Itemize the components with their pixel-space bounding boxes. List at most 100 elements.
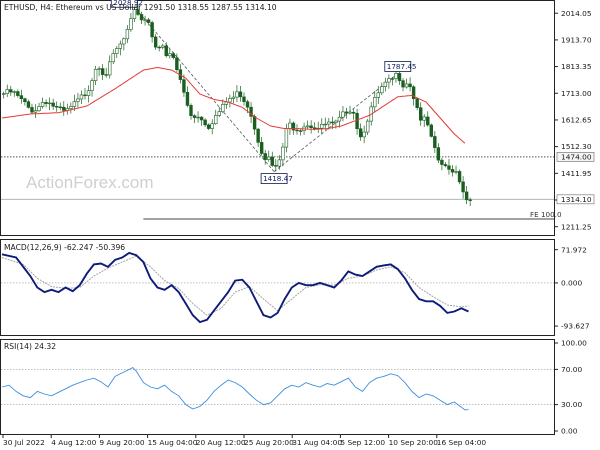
candle-body — [298, 130, 303, 132]
candle-body — [344, 111, 349, 114]
candle-body — [83, 94, 87, 97]
candle-body — [203, 119, 207, 126]
candle-body — [217, 111, 221, 116]
price-annotation-box — [110, 0, 138, 8]
candle-body — [23, 98, 27, 103]
candle-body — [295, 129, 299, 132]
candle-body — [164, 45, 168, 57]
candle-body — [111, 53, 115, 63]
candle-body — [90, 80, 94, 91]
candle-body — [161, 45, 165, 48]
candle-body — [189, 105, 193, 116]
candle-body — [40, 102, 45, 107]
candle-body — [394, 73, 398, 79]
price-level-tag-label: 1314.10 — [561, 195, 592, 204]
candle-body — [341, 111, 345, 118]
macd-layer: 71.972 0.000 -93.627 — [1, 245, 590, 331]
candle-body — [312, 127, 317, 130]
x-axis: 30 Jul 2022 4 Aug 12:00 9 Aug 20:00 15 Aug … — [2, 434, 487, 447]
rsi-line — [1, 367, 469, 411]
candle-body — [171, 53, 176, 58]
watermark: ActionForex.com — [26, 173, 154, 192]
candle-body — [9, 89, 13, 93]
candle-body — [93, 69, 98, 81]
candle-body — [259, 142, 264, 154]
candle-body — [365, 120, 370, 133]
candle-body — [122, 38, 126, 45]
candle-body — [267, 156, 271, 160]
candle-body — [146, 19, 151, 23]
x-tick-label: 4 Aug 12:00 — [51, 438, 96, 447]
candle-body — [408, 83, 412, 88]
candle-body — [380, 86, 384, 94]
candle-body — [281, 146, 285, 161]
candle-body — [157, 46, 161, 49]
price-y-tick-label: 2014.05 — [561, 9, 592, 18]
candle-body — [429, 124, 433, 137]
macd-title: MACD(12,26,9) -62.247 -50.396 — [4, 243, 125, 252]
x-tick-label: 20 Aug 12:00 — [196, 438, 246, 447]
candle-body — [418, 107, 423, 121]
candle-body — [436, 147, 441, 161]
price-level-tag — [556, 194, 595, 205]
price-annotation-box — [260, 173, 288, 184]
rsi-y-tick-label: 30.00 — [561, 400, 582, 409]
price-y-tick-label: 1411.95 — [561, 169, 592, 178]
candle-body — [362, 131, 366, 138]
price-level-tag-label: 1474.00 — [561, 152, 592, 161]
price-y-tick-label: 1813.35 — [561, 62, 592, 71]
candle-body — [404, 83, 409, 88]
candle-body — [231, 96, 236, 99]
candle-body — [153, 36, 158, 48]
candle-body — [76, 98, 80, 102]
candle-body — [221, 104, 225, 113]
candle-body — [58, 106, 62, 109]
rsi-panel-frame — [0, 339, 555, 435]
candle-body — [327, 121, 331, 125]
price-y-tick-label: 1211.25 — [561, 222, 592, 231]
candle-body — [468, 199, 472, 201]
candle-body — [129, 18, 133, 30]
candle-body — [383, 81, 388, 87]
candle-body — [206, 124, 211, 129]
candle-body — [51, 102, 55, 107]
candle-body — [199, 116, 204, 121]
x-tick-label: 16 Sep 04:00 — [437, 438, 487, 447]
candle-body — [118, 43, 123, 49]
rsi-title: RSI(14) 24.32 — [4, 342, 56, 351]
candle-body — [252, 116, 257, 130]
candle-body — [100, 68, 105, 75]
candle-body — [108, 61, 112, 76]
x-tick-label: 31 Aug 04:00 — [292, 438, 342, 447]
x-tick-label: 30 Jul 2022 — [3, 438, 45, 447]
price-panel-frame — [0, 0, 555, 236]
candle-body — [277, 159, 282, 167]
x-tick-label: 9 Aug 20:00 — [99, 438, 144, 447]
candle-body — [433, 136, 437, 148]
candle-body — [397, 73, 402, 81]
candle-body — [390, 78, 395, 80]
trendline — [135, 9, 275, 172]
candle-body — [245, 101, 250, 108]
candle-body — [33, 110, 38, 113]
candle-body — [168, 53, 172, 57]
x-tick-label: 25 Aug 20:00 — [244, 438, 294, 447]
candle-body — [320, 123, 324, 129]
candle-body — [422, 116, 426, 121]
candle-body — [1, 93, 6, 95]
macd-line — [1, 251, 469, 324]
candle-body — [235, 91, 239, 98]
candle-body — [355, 112, 359, 130]
candle-body — [136, 9, 140, 15]
candle-body — [139, 14, 144, 21]
candle-body — [72, 101, 77, 107]
candle-body — [30, 107, 34, 113]
candle-body — [270, 156, 274, 166]
candle-body — [196, 116, 200, 119]
candle-body — [19, 95, 24, 99]
candle-body — [284, 128, 289, 148]
candle-body — [334, 120, 338, 123]
candle-body — [443, 164, 448, 167]
candle-body — [411, 86, 416, 100]
